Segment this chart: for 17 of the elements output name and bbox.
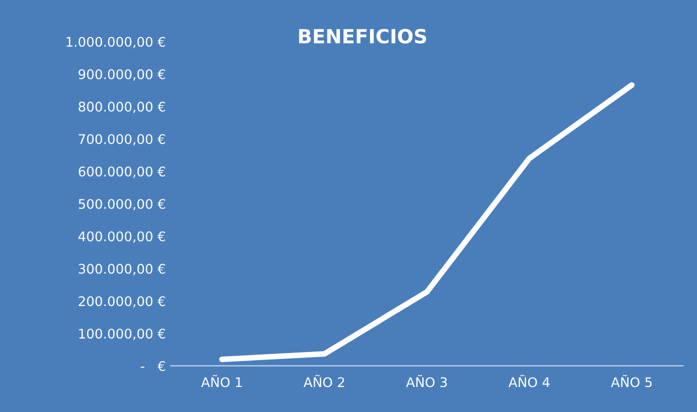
y-tick-label: - €: [140, 361, 166, 372]
chart-title: BENEFICIOS: [299, 28, 426, 44]
y-tick-label: 300.000,00 €: [78, 264, 166, 276]
x-tick-label: AÑO 4: [508, 374, 550, 388]
y-tick-label: 400.000,00 €: [78, 231, 166, 243]
y-tick-label: 1.000.000,00 €: [66, 36, 166, 48]
x-tick-label: AÑO 5: [611, 374, 652, 388]
x-tick-label: AÑO 3: [406, 374, 447, 388]
x-tick-label: AÑO 2: [304, 374, 344, 388]
y-tick-label: 200.000,00 €: [78, 296, 166, 308]
x-tick-label: AÑO 1: [201, 374, 242, 388]
y-tick-label: 900.000,00 €: [78, 69, 166, 81]
y-tick-label: 100.000,00 €: [79, 328, 166, 340]
y-tick-label: 700.000,00 €: [78, 134, 166, 146]
y-tick-label: 500.000,00 €: [78, 198, 166, 210]
y-tick-label: 800.000,00 €: [78, 102, 166, 114]
y-tick-label: 600.000,00 €: [78, 166, 166, 178]
